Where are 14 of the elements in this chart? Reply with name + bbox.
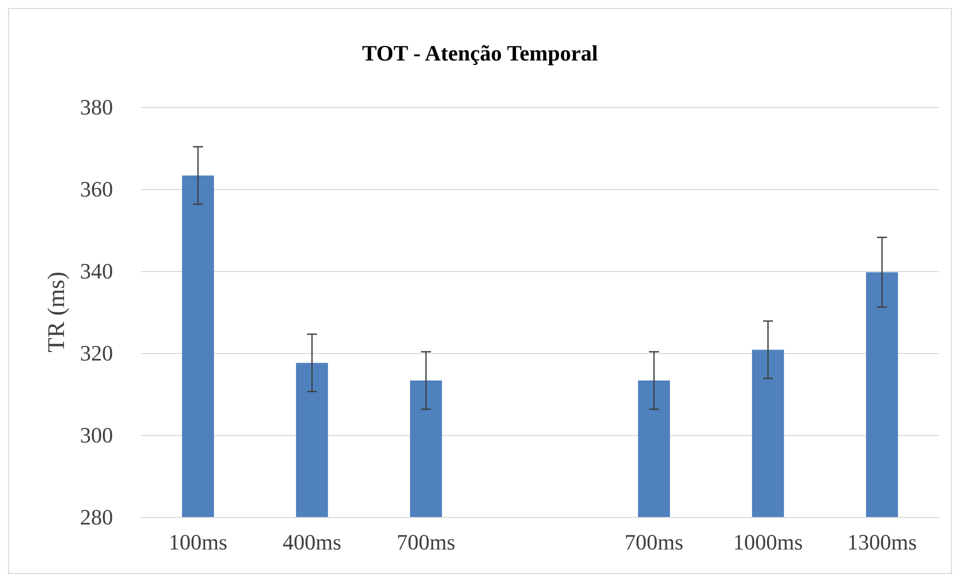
x-tick-label: 700ms (396, 530, 456, 554)
x-tick-label: 400ms (282, 530, 342, 554)
y-tick-label: 340 (80, 258, 113, 284)
y-tick-label: 280 (80, 504, 113, 530)
y-tick-label: 360 (80, 176, 113, 202)
y-tick-label: 300 (80, 422, 113, 448)
x-tick-label: 700ms (624, 530, 684, 554)
x-tick-label: 1000ms (733, 530, 803, 554)
y-tick-label: 320 (80, 340, 113, 366)
x-tick-label: 100ms (168, 530, 228, 554)
x-tick-label: 1300ms (847, 530, 917, 554)
chart-title: TOT - Atenção Temporal (362, 40, 598, 66)
y-tick-label: 380 (80, 94, 113, 120)
y-axis-title: TR (ms) (44, 272, 70, 352)
